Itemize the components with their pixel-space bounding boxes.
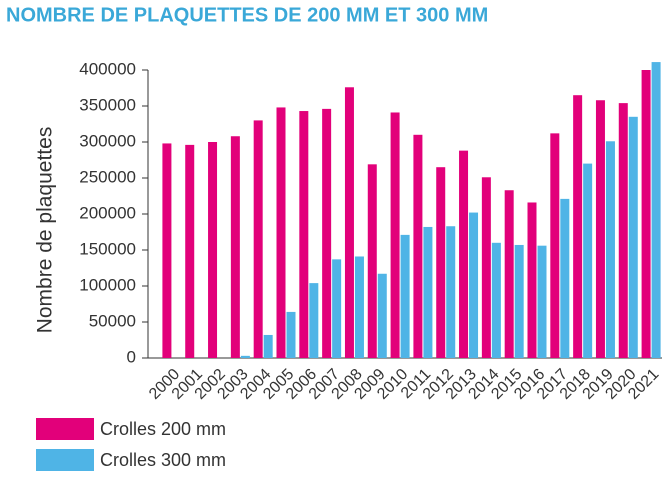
bar xyxy=(390,112,400,358)
bar xyxy=(208,142,218,358)
y-tick-label: 0 xyxy=(127,347,136,366)
y-tick-label: 50000 xyxy=(89,311,136,330)
bar xyxy=(527,202,537,358)
y-tick-label: 200000 xyxy=(79,203,136,222)
legend-label: Crolles 300 mm xyxy=(100,450,226,470)
bar xyxy=(367,164,377,358)
bar xyxy=(560,198,570,358)
bar xyxy=(230,136,240,358)
bar xyxy=(162,143,172,358)
bar xyxy=(595,100,605,359)
bar xyxy=(413,134,423,358)
bar xyxy=(618,103,628,359)
chart-title: NOMBRE DE PLAQUETTES DE 200 MM ET 300 MM xyxy=(6,4,488,26)
bar xyxy=(446,226,456,358)
bar xyxy=(550,133,560,358)
bar xyxy=(583,163,593,358)
bar xyxy=(423,226,433,358)
bar xyxy=(299,111,309,358)
y-tick-label: 350000 xyxy=(79,95,136,114)
y-tick-label: 250000 xyxy=(79,167,136,186)
bar xyxy=(504,190,514,358)
bar xyxy=(377,273,387,358)
bar xyxy=(400,234,410,358)
bar xyxy=(628,116,638,358)
bar xyxy=(481,177,491,358)
bar xyxy=(240,355,250,358)
bar xyxy=(253,120,263,359)
bar xyxy=(309,283,319,358)
bar xyxy=(354,256,364,358)
y-tick-label: 300000 xyxy=(79,131,136,150)
bar xyxy=(573,95,583,358)
y-tick-label: 100000 xyxy=(79,275,136,294)
bar xyxy=(469,212,479,358)
bar xyxy=(641,70,651,358)
y-tick-label: 400000 xyxy=(79,59,136,78)
bar xyxy=(344,87,354,358)
bar xyxy=(537,245,547,358)
bar xyxy=(491,242,501,358)
y-axis-label: Nombre de plaquettes xyxy=(34,127,57,334)
bar xyxy=(459,150,469,358)
legend-swatch xyxy=(36,418,94,440)
bar xyxy=(651,62,661,359)
legend-swatch xyxy=(36,449,94,471)
bar xyxy=(185,144,195,358)
bar xyxy=(286,311,296,358)
bar xyxy=(263,334,273,358)
bar xyxy=(332,259,342,358)
bar xyxy=(436,167,446,358)
y-tick-label: 150000 xyxy=(79,239,136,258)
bar xyxy=(322,108,332,358)
bar xyxy=(514,244,524,358)
legend-label: Crolles 200 mm xyxy=(100,419,226,439)
bar xyxy=(605,141,615,358)
bar xyxy=(276,107,286,358)
